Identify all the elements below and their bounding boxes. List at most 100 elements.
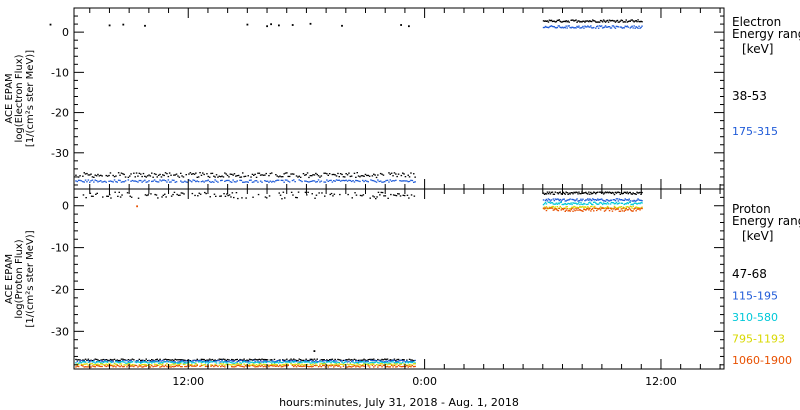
data-point <box>373 180 375 182</box>
data-point <box>348 365 350 368</box>
data-point <box>616 191 619 193</box>
data-point <box>554 208 557 210</box>
data-point <box>559 20 561 22</box>
data-point <box>224 172 226 174</box>
data-point <box>393 180 396 182</box>
data-point <box>585 26 587 28</box>
data-point <box>106 359 109 361</box>
data-point <box>544 207 547 209</box>
data-point <box>122 366 124 368</box>
data-point <box>561 203 563 206</box>
data-point <box>153 179 156 181</box>
data-point <box>277 365 280 368</box>
data-point <box>603 210 606 212</box>
data-point <box>640 193 642 195</box>
data-point <box>117 361 120 363</box>
data-point <box>386 358 389 360</box>
data-point <box>397 358 400 361</box>
data-point <box>250 361 252 363</box>
data-point <box>185 181 187 183</box>
data-point <box>551 202 554 204</box>
data-point <box>318 192 320 194</box>
data-point <box>282 361 284 364</box>
data-point <box>377 362 379 364</box>
data-point <box>386 364 389 366</box>
data-point <box>380 191 382 194</box>
data-point <box>109 180 112 182</box>
data-point <box>556 206 559 208</box>
data-point <box>119 363 121 365</box>
data-point <box>295 360 298 363</box>
data-point <box>616 19 619 22</box>
data-point <box>550 207 553 209</box>
data-point <box>403 365 405 367</box>
data-point <box>571 26 573 28</box>
data-point <box>89 181 91 183</box>
data-point <box>204 191 206 194</box>
data-point <box>206 365 208 367</box>
data-point <box>291 173 294 175</box>
data-point <box>551 191 554 193</box>
data-point <box>243 361 245 363</box>
data-point <box>87 366 90 368</box>
data-point <box>314 197 316 199</box>
data-point <box>100 360 102 362</box>
data-point <box>596 207 598 209</box>
data-point <box>606 201 609 204</box>
data-point <box>262 174 265 176</box>
data-point <box>140 179 142 182</box>
data-point <box>106 361 109 363</box>
data-point <box>556 26 559 29</box>
data-point <box>604 191 607 193</box>
data-point <box>629 200 631 202</box>
data-point <box>98 180 101 182</box>
data-point <box>558 25 560 27</box>
data-point <box>275 364 277 366</box>
plot-frame <box>73 7 725 190</box>
data-point <box>284 360 287 362</box>
data-point <box>622 192 625 195</box>
data-point <box>395 179 397 181</box>
data-point <box>413 173 415 175</box>
data-point <box>124 176 127 178</box>
data-point <box>594 205 596 208</box>
data-point <box>573 199 575 201</box>
data-point <box>397 173 400 175</box>
data-point <box>141 361 143 363</box>
data-point <box>606 26 609 28</box>
data-point <box>258 363 261 365</box>
data-point <box>585 191 587 193</box>
data-point <box>560 209 562 211</box>
data-point <box>364 173 367 176</box>
data-point <box>549 193 552 195</box>
data-point <box>275 365 277 367</box>
data-point <box>397 193 399 195</box>
data-point <box>574 19 576 22</box>
data-point <box>578 20 580 22</box>
data-point <box>590 191 592 194</box>
data-point <box>616 198 619 200</box>
data-point <box>184 359 186 361</box>
data-point <box>266 197 268 199</box>
data-point <box>102 358 105 361</box>
data-point <box>558 19 560 21</box>
data-point <box>94 358 96 360</box>
data-point <box>341 360 343 362</box>
data-point <box>395 364 397 366</box>
data-point <box>558 207 560 210</box>
data-point <box>236 175 238 177</box>
data-point <box>601 199 604 201</box>
data-point <box>616 207 619 209</box>
data-point <box>208 361 211 363</box>
data-point <box>397 360 400 362</box>
data-point <box>214 365 216 367</box>
data-point <box>567 210 569 212</box>
data-point <box>408 176 411 178</box>
data-point <box>226 362 229 364</box>
data-point <box>254 366 256 368</box>
data-point <box>626 25 628 27</box>
data-point <box>117 172 120 174</box>
data-point <box>213 359 215 362</box>
data-point <box>253 174 255 176</box>
data-point <box>159 358 161 360</box>
